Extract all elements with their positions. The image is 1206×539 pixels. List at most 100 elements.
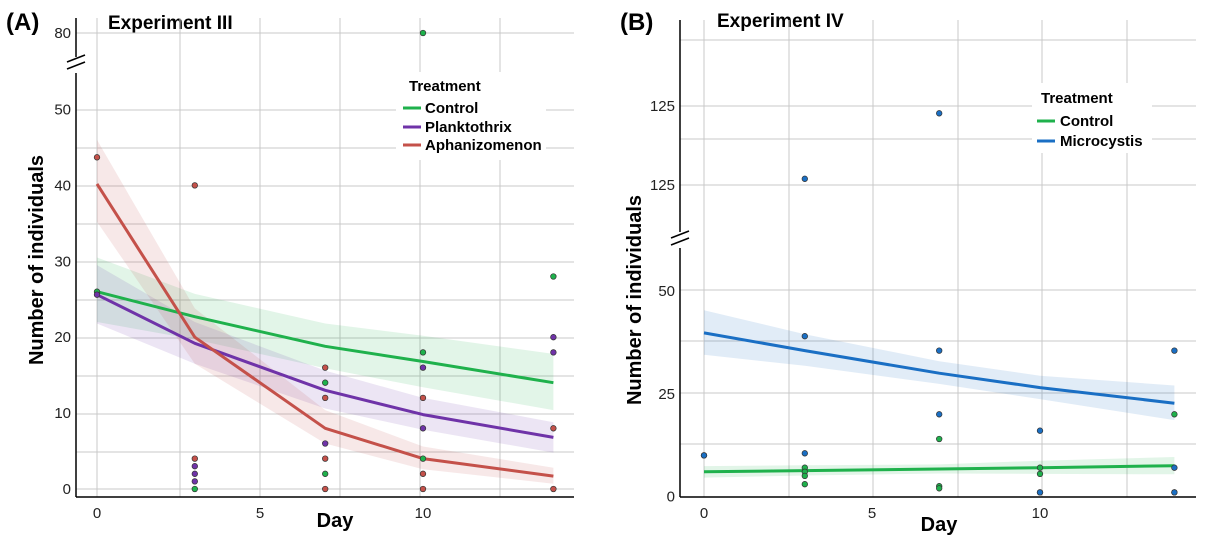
panel-a-point-aphanizomenon — [550, 485, 557, 493]
panel-b-point-microcystis — [801, 450, 808, 457]
panel-a-trend-line-planktothrix — [96, 293, 554, 439]
panel-a-trend-line-aphanizomenon — [95, 183, 554, 478]
panel-a-y-tick-label: 10 — [54, 405, 71, 422]
panel-b-point-microcystis — [1036, 489, 1044, 496]
panel-a-y-tick-label: 40 — [54, 177, 71, 194]
panel-b-point-control — [1036, 470, 1044, 478]
panel-a-point-planktothrix — [419, 364, 427, 371]
panel-a-point-planktothrix — [191, 470, 198, 477]
panel-a-point-aphanizomenon — [322, 455, 329, 462]
panel-a-point-control — [419, 349, 427, 356]
panel-b-trend-line-control — [703, 464, 1175, 474]
panel-a-trend-line-control — [96, 290, 554, 385]
panel-b-point-control — [1036, 464, 1044, 471]
panel-a-point-aphanizomenon — [419, 394, 427, 402]
panel-a-points — [93, 29, 557, 493]
panel-a-point-planktothrix — [191, 478, 198, 485]
panel-a-y-axis-label: Number of individuals — [26, 155, 48, 365]
panel-b-y-tick-label: 0 — [667, 489, 675, 506]
panel-b-point-microcystis — [936, 347, 943, 354]
panel-b-point-control — [936, 435, 943, 443]
panel-a-point-planktothrix — [93, 291, 101, 298]
panel-a-ci-band-planktothrix — [97, 265, 554, 453]
panel-a-axis-break — [66, 54, 86, 70]
panel-a-point-control — [419, 455, 427, 462]
panel-b-legend-title: Treatment — [1041, 90, 1113, 107]
panel-b-trend-lines — [703, 331, 1175, 474]
panel-a-point-control — [419, 29, 427, 37]
panel-a-legend: Treatment Control Planktothrix Aphanizom… — [396, 72, 546, 160]
panel-b-x-tick-label: 10 — [1032, 505, 1049, 522]
panel-b-ci-band-control — [704, 457, 1175, 478]
panel-b-point-microcystis — [1171, 489, 1178, 496]
panel-a-ci-band-aphanizomenon — [97, 139, 554, 484]
panel-b-point-microcystis — [1171, 347, 1178, 354]
panel-a-x-tick-label: 5 — [256, 505, 264, 522]
panel-b-x-axis-label: Day — [921, 514, 959, 536]
panel-b-legend: Treatment Control Microcystis — [1032, 83, 1152, 153]
panel-a-legend-title: Treatment — [409, 78, 481, 95]
panel-b-ci-band-microcystis — [704, 310, 1175, 421]
panel-b-y-tick-label: 125 — [650, 177, 675, 194]
panel-b-trend-line-microcystis — [703, 331, 1175, 405]
panel-a-point-aphanizomenon — [550, 425, 557, 432]
panel-a-x-tick-label: 10 — [415, 505, 432, 522]
panel-b-point-microcystis — [936, 411, 943, 418]
panel-b-point-control — [801, 481, 808, 488]
panel-b-y-axis-label: Number of individuals — [624, 195, 646, 405]
panel-b-y-tick-label: 50 — [658, 283, 675, 300]
panel-a-point-aphanizomenon — [419, 485, 427, 493]
panel-b-letter: (B) — [620, 9, 653, 36]
panel-b-point-control — [801, 472, 808, 480]
panel-b-axis-break — [670, 230, 690, 246]
panel-a-point-aphanizomenon — [191, 455, 198, 462]
panel-b-points — [700, 110, 1178, 496]
panel-a-point-aphanizomenon — [322, 394, 329, 402]
panel-b-point-microcystis — [700, 452, 708, 459]
panel-b-point-control — [936, 485, 943, 492]
panel-a-ci-band-control — [97, 257, 554, 411]
panel-a-y-tick-label: 80 — [54, 25, 71, 42]
panel-a-trend-lines — [95, 183, 554, 478]
panel-a-title: Experiment III — [108, 13, 233, 34]
panel-a-point-aphanizomenon — [322, 364, 329, 371]
panel-a-point-planktothrix — [191, 463, 198, 470]
panel-a-letter: (A) — [6, 9, 39, 36]
panel-b-axes — [670, 20, 1196, 498]
panel-a-point-aphanizomenon — [322, 485, 329, 493]
panel-b-point-microcystis — [1171, 464, 1178, 471]
panel-b-y-tick-label: 25 — [658, 386, 675, 403]
panel-b-legend-label-control: Control — [1060, 113, 1113, 130]
panel-a-point-control — [191, 485, 198, 493]
panel-a-y-tick-label: 20 — [54, 329, 71, 346]
panel-a-legend-label-aphanizomenon: Aphanizomenon — [425, 137, 542, 154]
panel-b-title: Experiment IV — [717, 11, 844, 32]
panel-b-point-microcystis — [801, 175, 808, 182]
panel-a-legend-label-planktothrix: Planktothrix — [425, 119, 512, 136]
panel-b-point-microcystis — [1036, 427, 1044, 434]
panel-a-y-tick-label: 50 — [54, 102, 71, 119]
panel-b-ci-bands — [704, 310, 1175, 478]
panel-a-ticks: 0 5 10 0 10 20 30 40 50 80 — [54, 25, 431, 522]
panel-b-point-microcystis — [936, 110, 943, 117]
panel-a-point-aphanizomenon — [191, 182, 198, 189]
panel-a-y-tick-label: 0 — [63, 481, 71, 498]
panel-b: (B) Experiment IV 0 5 10 0 25 50 125 125 Day Nu… — [620, 9, 1196, 536]
panel-a-axes — [66, 18, 574, 498]
panel-a-y-tick-label: 30 — [54, 253, 71, 270]
panel-a: (A) Experiment III 0 5 10 0 10 20 30 40 50 80 Day… — [6, 9, 574, 532]
panel-a-point-aphanizomenon — [419, 470, 427, 477]
panel-a-x-tick-label: 0 — [93, 505, 101, 522]
panel-b-y-tick-label: 125 — [650, 98, 675, 115]
panel-b-point-control — [1171, 411, 1178, 418]
panel-b-ticks: 0 5 10 0 25 50 125 125 — [650, 98, 1048, 522]
panel-a-point-planktothrix — [550, 334, 557, 341]
panel-a-point-control — [322, 379, 329, 386]
panel-b-legend-label-microcystis: Microcystis — [1060, 133, 1143, 150]
panel-a-point-control — [322, 470, 329, 477]
panel-a-point-control — [550, 273, 557, 280]
panel-a-point-planktothrix — [322, 440, 329, 447]
panel-a-point-planktothrix — [550, 349, 557, 356]
panel-b-x-tick-label: 5 — [868, 505, 876, 522]
